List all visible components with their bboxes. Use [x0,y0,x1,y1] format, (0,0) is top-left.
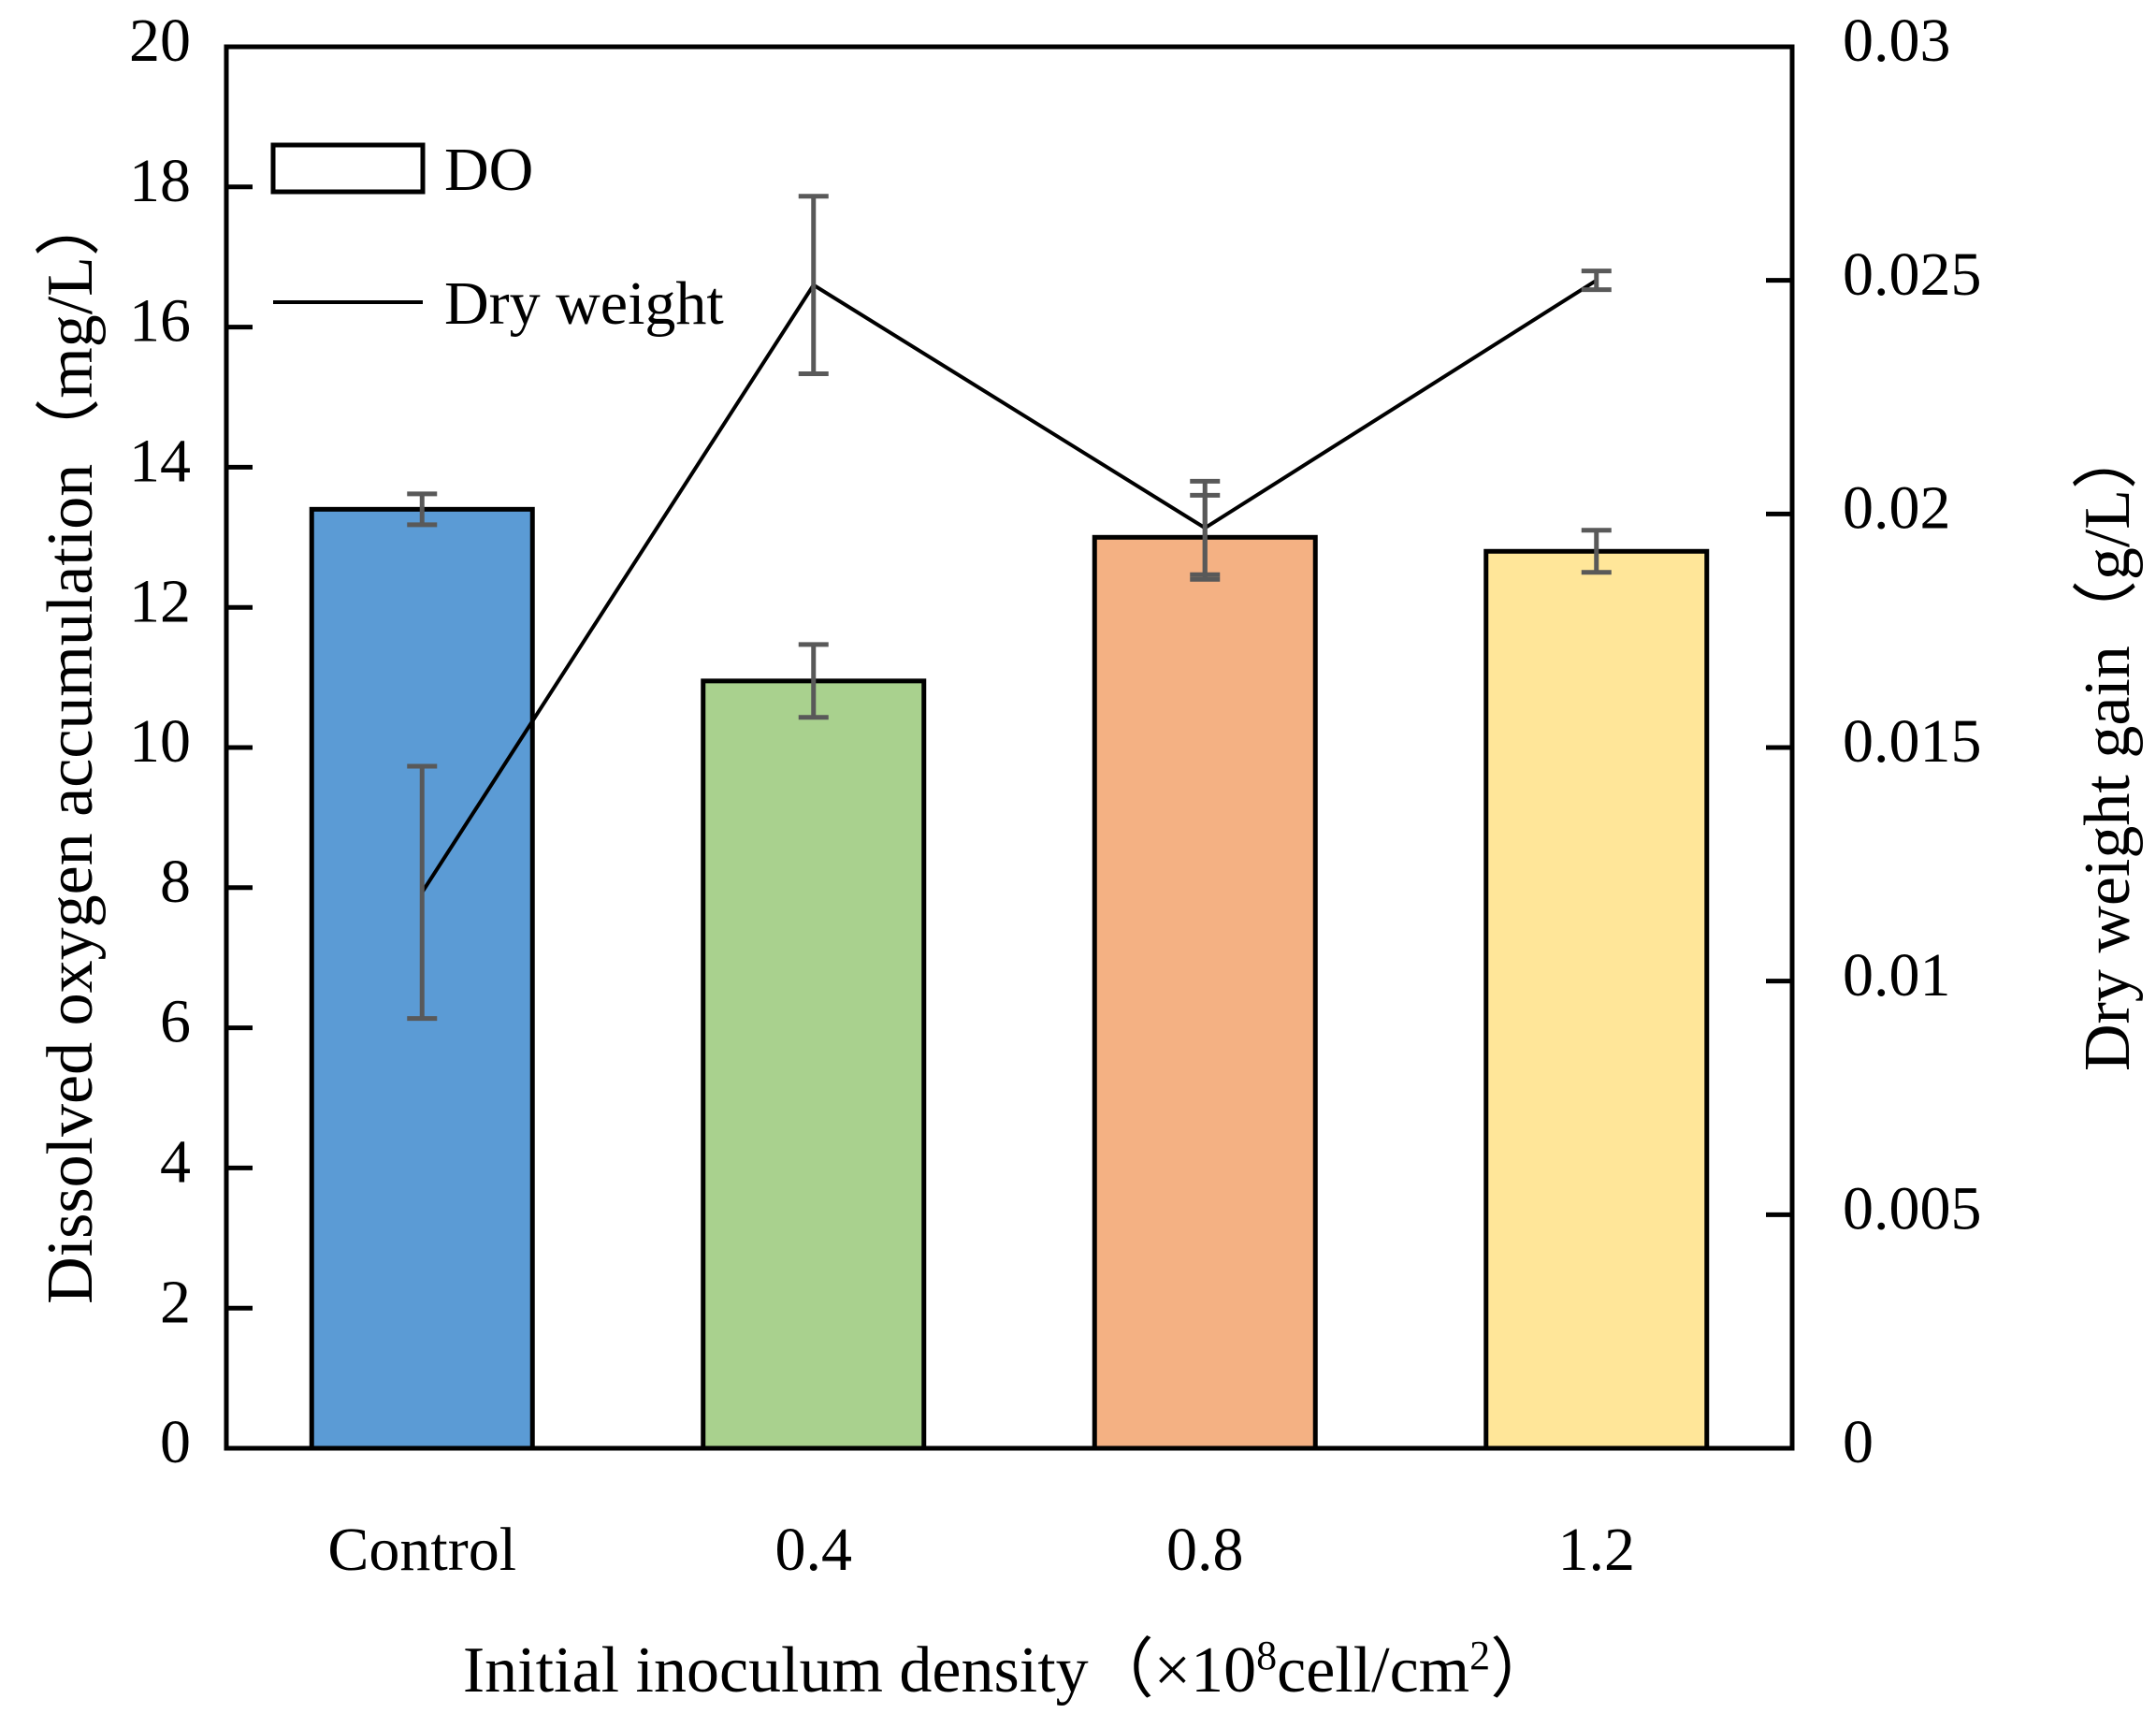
tick-label-right-0-01: 0.01 [1843,941,1951,1009]
tick-label-left-18: 18 [129,147,191,215]
bar-do-1-2 [1483,548,1710,1451]
tick-label-left-14: 14 [129,428,191,496]
tick-label-left-12: 12 [129,567,191,635]
tick-label-right-0-025: 0.025 [1843,240,1982,309]
errorbar-do-control [407,491,438,528]
tick-label-left-8: 8 [160,848,191,916]
y-axis-left-title: Dissolved oxygen accumulation（mg/L） [35,191,107,1304]
x-tick-label-1-2: 1.2 [1558,1516,1636,1584]
x-tick-label-control: Control [327,1516,516,1584]
line-dry-weight [420,278,1598,893]
errorbar-dry-weight-0-8 [1190,478,1221,577]
legend-do-swatch [270,142,426,195]
tick-label-right-0-015: 0.015 [1843,707,1982,776]
line-layer [420,278,1598,893]
errorbar-dry-weight-control [407,763,438,1022]
x-axis-title-end: ） [1490,1634,1556,1706]
tick-label-left-6: 6 [160,988,191,1056]
x-tick-label-0-8: 0.8 [1166,1516,1244,1584]
legend-dryweight-label: Dry weight [444,269,724,338]
x-axis: Control 0.4 0.8 1.2 [327,1516,1635,1584]
x-axis-title-mid: cell/cm [1277,1634,1469,1706]
tick-label-left-2: 2 [160,1268,191,1336]
tick-label-right-0-03: 0.03 [1843,7,1951,75]
x-axis-title-sup1: 8 [1256,1633,1277,1678]
tick-label-left-4: 4 [160,1128,191,1197]
x-axis-title-sup2: 2 [1469,1633,1490,1678]
bar-do-0-4 [701,678,927,1451]
errorbar-dry-weight-1-2 [1581,269,1612,293]
tick-label-left-20: 20 [129,7,191,75]
tick-label-right-0: 0 [1843,1408,1874,1476]
legend: DO Dry weight [270,136,724,338]
tick-label-left-0: 0 [160,1408,191,1476]
tick-label-right-0-005: 0.005 [1843,1174,1982,1242]
tick-label-right-0-02: 0.02 [1843,473,1951,542]
tick-label-left-16: 16 [129,287,191,356]
left-axis: 0 2 4 6 8 10 12 14 16 18 20 [129,7,253,1476]
right-axis: 0 0.005 0.01 0.015 0.02 0.025 0.03 [1766,7,1982,1476]
x-tick-label-0-4: 0.4 [775,1516,853,1584]
line-errors-layer [407,194,1612,1022]
bar-errors-layer [407,491,1612,720]
bars-layer [309,506,1710,1451]
errorbar-do-0-4 [798,642,829,720]
x-axis-title: Initial inoculum density（×108cell/cm2） [463,1633,1556,1706]
tick-label-left-10: 10 [129,707,191,776]
bar-do-0-8 [1092,534,1318,1451]
errorbar-do-1-2 [1581,528,1612,575]
y-axis-right-title: Dry weight gain（g/L） [2072,424,2144,1071]
x-axis-title-main: Initial inoculum density（×10 [463,1634,1256,1706]
errorbar-dry-weight-0-4 [798,194,829,377]
legend-do-label: DO [444,136,533,204]
